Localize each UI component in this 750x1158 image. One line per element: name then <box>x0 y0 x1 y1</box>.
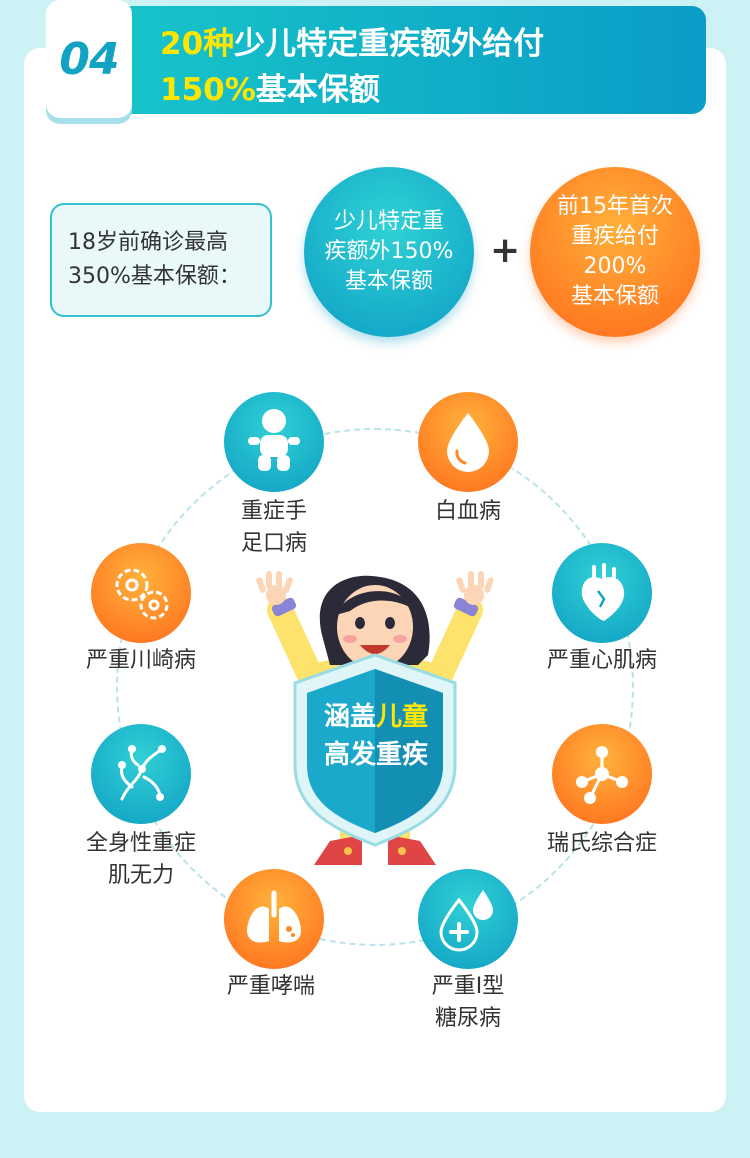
disease-label: 严重Ⅰ型 糖尿病 <box>431 974 505 1031</box>
disease-label: 严重川崎病 <box>85 648 196 673</box>
disease-label: 白血病 <box>434 499 501 524</box>
title-line-2: 150%基本保额 <box>160 72 380 108</box>
first-payout-circle: 前15年首次 重疾给付 200% 基本保额 <box>530 167 700 337</box>
disease-label: 严重哮喘 <box>226 974 315 999</box>
shield-caption: 涵盖儿童 高发重疾 <box>323 702 429 770</box>
disease-label: 重症手 足口病 <box>240 499 307 556</box>
title-line-1: 20种少儿特定重疾额外给付 <box>160 26 545 62</box>
blood-sugar-icon <box>418 869 518 969</box>
plus-sign: + <box>490 230 521 271</box>
child-with-shield-illustration <box>256 571 494 865</box>
heart-organ-icon <box>552 543 652 643</box>
nerve-icon <box>91 724 191 824</box>
molecule-icon <box>552 724 652 824</box>
disease-ring <box>116 428 634 946</box>
section-number: 04 <box>59 33 119 85</box>
section-number-badge: 04 <box>46 0 132 118</box>
disease-label: 瑞氏综合症 <box>546 831 657 856</box>
disease-label: 严重心肌病 <box>546 648 657 673</box>
baby-icon <box>224 392 324 492</box>
max-coverage-label: 18岁前确诊最高 350%基本保额： <box>50 203 272 317</box>
lungs-icon <box>224 869 324 969</box>
title-banner: 20种少儿特定重疾额外给付 150%基本保额 <box>120 6 706 114</box>
virus-cells-icon <box>91 543 191 643</box>
blood-drop-icon <box>418 392 518 492</box>
extra-benefit-circle: 少儿特定重 疾额外150% 基本保额 <box>304 167 474 337</box>
disease-label: 全身性重症 肌无力 <box>85 831 196 888</box>
